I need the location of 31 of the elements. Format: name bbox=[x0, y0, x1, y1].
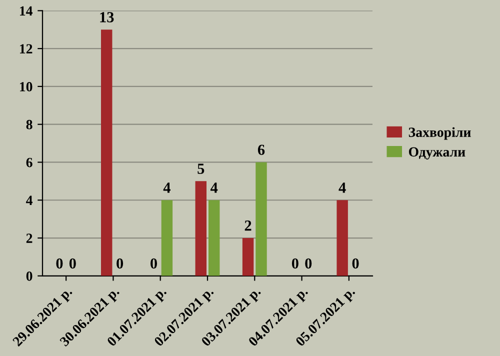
bar bbox=[195, 181, 207, 276]
data-label: 0 bbox=[292, 258, 298, 269]
y-tick-label: 14 bbox=[20, 6, 33, 16]
data-label: 13 bbox=[100, 12, 114, 22]
data-label: 0 bbox=[352, 258, 359, 269]
legend-label: Захворіли bbox=[408, 127, 471, 140]
legend-label: Одужали bbox=[408, 147, 466, 160]
bar bbox=[208, 200, 220, 276]
y-tick-label: 12 bbox=[20, 44, 32, 54]
y-tick-label: 2 bbox=[26, 234, 32, 243]
data-label: 5 bbox=[198, 164, 204, 174]
y-tick-label: 8 bbox=[26, 120, 32, 130]
data-label: 0 bbox=[56, 258, 63, 269]
y-tick-label: 0 bbox=[26, 271, 32, 281]
bar bbox=[242, 238, 254, 276]
y-tick-label: 4 bbox=[26, 196, 33, 205]
bar bbox=[161, 200, 173, 276]
data-label: 4 bbox=[163, 182, 170, 193]
y-tick-label: 6 bbox=[26, 158, 32, 168]
bar bbox=[256, 162, 267, 276]
data-label: 4 bbox=[210, 182, 218, 193]
bar bbox=[101, 30, 112, 276]
data-label: 0 bbox=[116, 258, 124, 269]
data-label: 2 bbox=[244, 220, 252, 231]
data-label: 0 bbox=[305, 258, 312, 269]
bar bbox=[336, 200, 348, 276]
data-label: 6 bbox=[258, 144, 265, 155]
data-label: 0 bbox=[150, 258, 157, 269]
data-label: 4 bbox=[338, 182, 346, 193]
data-label: 0 bbox=[69, 258, 76, 269]
y-tick-label: 10 bbox=[20, 82, 32, 92]
